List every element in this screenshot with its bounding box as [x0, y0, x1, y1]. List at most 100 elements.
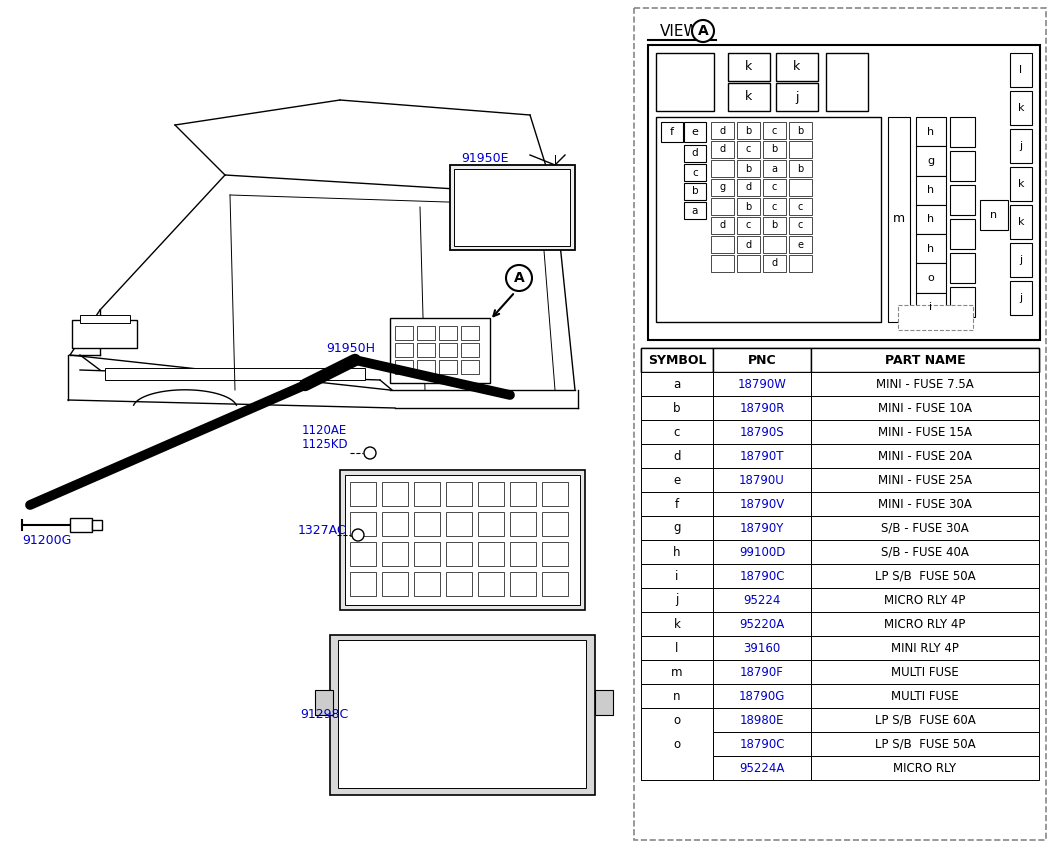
- Bar: [763, 255, 786, 272]
- Text: c: c: [746, 144, 752, 154]
- Bar: [510, 542, 536, 566]
- Bar: [950, 185, 975, 215]
- Text: b: b: [798, 126, 803, 136]
- Bar: [1010, 205, 1032, 239]
- Text: 18790C: 18790C: [739, 570, 785, 583]
- Text: PNC: PNC: [747, 354, 777, 366]
- Bar: [641, 348, 1039, 372]
- Bar: [789, 217, 812, 234]
- Bar: [980, 200, 1008, 230]
- Text: d: d: [720, 220, 725, 231]
- Bar: [382, 512, 408, 536]
- Bar: [395, 326, 413, 340]
- Text: LP S/B  FUSE 50A: LP S/B FUSE 50A: [875, 738, 975, 750]
- Bar: [641, 396, 713, 420]
- Text: 18790F: 18790F: [740, 666, 784, 678]
- Bar: [641, 588, 713, 612]
- Text: n: n: [674, 689, 681, 702]
- Bar: [661, 122, 683, 142]
- Bar: [711, 179, 734, 196]
- Bar: [395, 360, 413, 374]
- Bar: [350, 572, 376, 596]
- Bar: [713, 420, 811, 444]
- Text: o: o: [674, 738, 681, 750]
- Bar: [950, 287, 975, 317]
- Bar: [641, 540, 713, 564]
- Text: MICRO RLY 4P: MICRO RLY 4P: [884, 617, 965, 631]
- Bar: [737, 122, 760, 139]
- Bar: [737, 217, 760, 234]
- Bar: [72, 320, 137, 348]
- Text: MINI - FUSE 10A: MINI - FUSE 10A: [878, 401, 972, 415]
- Text: 95224A: 95224A: [739, 762, 784, 774]
- Bar: [713, 396, 811, 420]
- Bar: [763, 179, 786, 196]
- Text: j: j: [676, 594, 679, 606]
- Bar: [737, 179, 760, 196]
- Bar: [713, 564, 811, 588]
- Bar: [811, 540, 1039, 564]
- Bar: [542, 542, 568, 566]
- Text: d: d: [745, 239, 752, 249]
- Text: c: c: [692, 168, 698, 177]
- Text: b: b: [772, 220, 778, 231]
- Text: b: b: [798, 164, 803, 174]
- Bar: [713, 732, 811, 756]
- Text: d: d: [691, 148, 699, 159]
- Text: MICRO RLY 4P: MICRO RLY 4P: [884, 594, 965, 606]
- Bar: [1010, 167, 1032, 201]
- Bar: [713, 444, 811, 468]
- Text: j: j: [1019, 141, 1022, 151]
- Bar: [811, 396, 1039, 420]
- Text: 18790V: 18790V: [739, 498, 784, 510]
- Text: 18790Y: 18790Y: [740, 522, 784, 534]
- Bar: [461, 326, 479, 340]
- Text: e: e: [674, 473, 681, 487]
- Bar: [711, 141, 734, 158]
- Text: 18790T: 18790T: [740, 449, 784, 462]
- Text: 99100D: 99100D: [739, 545, 785, 559]
- Text: 1327AC: 1327AC: [298, 523, 347, 537]
- Text: a: a: [674, 377, 681, 390]
- Text: S/B - FUSE 40A: S/B - FUSE 40A: [881, 545, 969, 559]
- Text: o: o: [928, 273, 935, 283]
- Circle shape: [692, 20, 714, 42]
- Bar: [350, 512, 376, 536]
- Bar: [641, 348, 713, 372]
- Bar: [315, 690, 333, 715]
- Text: MULTI FUSE: MULTI FUSE: [891, 666, 959, 678]
- Bar: [414, 572, 440, 596]
- Text: SYMBOL: SYMBOL: [648, 354, 706, 366]
- Bar: [542, 572, 568, 596]
- Bar: [641, 732, 713, 756]
- Bar: [414, 542, 440, 566]
- Bar: [417, 343, 435, 357]
- Bar: [713, 588, 811, 612]
- Text: MINI - FUSE 7.5A: MINI - FUSE 7.5A: [876, 377, 974, 390]
- Bar: [811, 468, 1039, 492]
- Bar: [479, 482, 504, 506]
- Bar: [811, 732, 1039, 756]
- Text: PART NAME: PART NAME: [884, 354, 965, 366]
- Bar: [916, 176, 946, 205]
- Bar: [510, 482, 536, 506]
- Bar: [641, 708, 713, 732]
- Text: g: g: [928, 156, 935, 166]
- Text: 95220A: 95220A: [739, 617, 784, 631]
- Bar: [641, 372, 713, 396]
- Text: l: l: [1019, 65, 1022, 75]
- Bar: [916, 147, 946, 176]
- Bar: [737, 160, 760, 177]
- Text: 91298C: 91298C: [300, 708, 348, 722]
- Text: b: b: [772, 144, 778, 154]
- Text: 91200G: 91200G: [22, 533, 72, 546]
- Bar: [1010, 129, 1032, 163]
- Bar: [641, 708, 713, 780]
- Bar: [811, 660, 1039, 684]
- Bar: [1010, 243, 1032, 277]
- Text: m: m: [671, 666, 683, 678]
- Text: 91950E: 91950E: [462, 152, 509, 165]
- Text: k: k: [1018, 179, 1024, 189]
- Text: 95224: 95224: [743, 594, 781, 606]
- Text: f: f: [670, 127, 674, 137]
